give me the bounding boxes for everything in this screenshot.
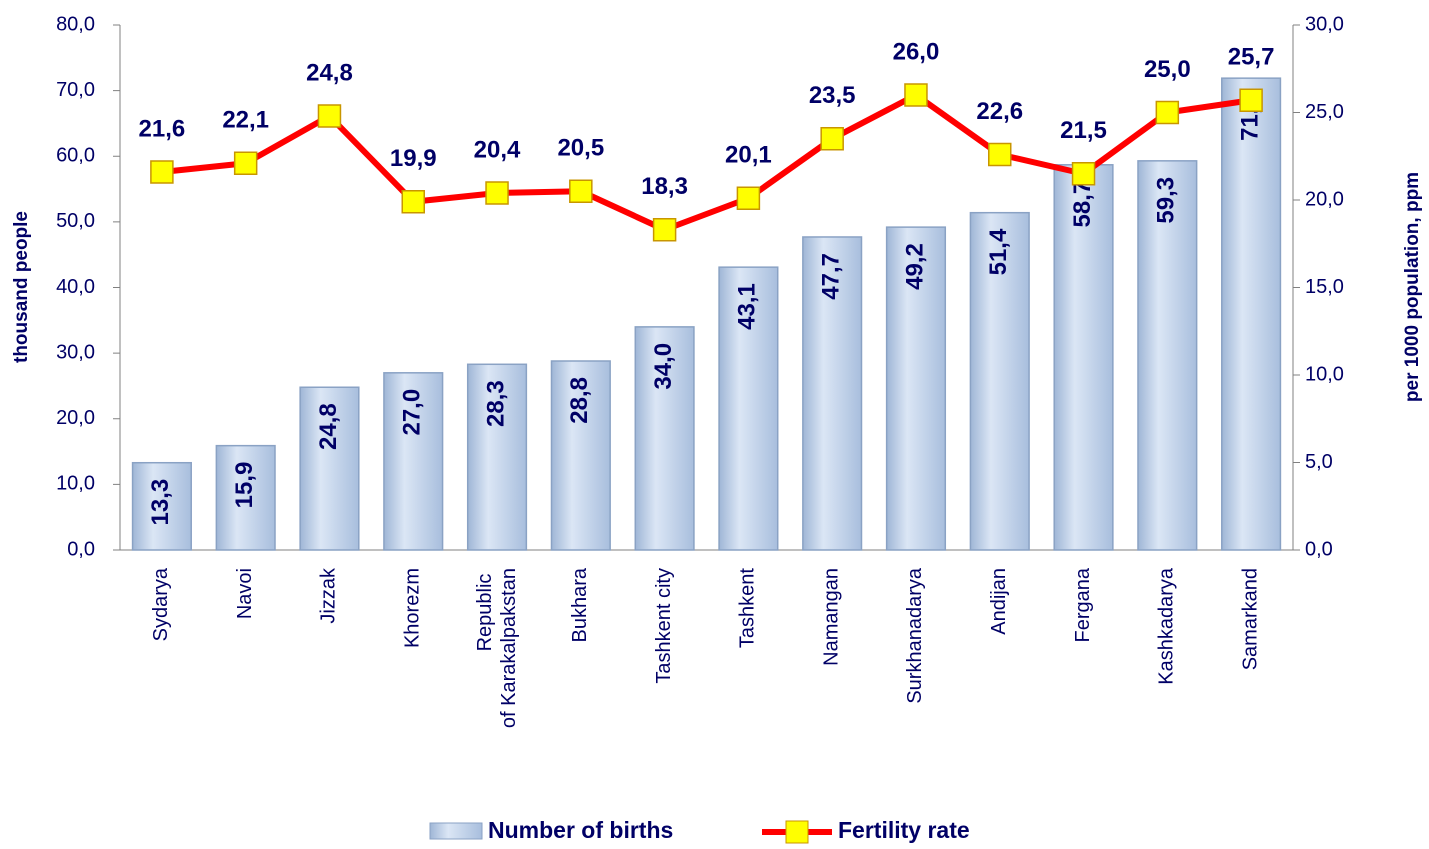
line	[161, 92, 1252, 233]
y-tick-label: 10,0	[56, 473, 95, 495]
x-tick-label: Namangan	[820, 568, 842, 666]
y2-tick-label: 0,0	[1305, 538, 1333, 560]
bar-value-label: 47,7	[818, 253, 845, 300]
marker	[988, 142, 1012, 167]
line-value-label: 22,1	[222, 107, 269, 134]
bar-value-label: 43,1	[734, 283, 761, 330]
marker	[904, 83, 928, 107]
x-tick-label: Andijan	[988, 568, 1010, 635]
marker	[736, 186, 761, 210]
bar	[383, 372, 444, 551]
x-tick-label: Khorezm	[402, 568, 424, 648]
y-tick-label: 70,0	[56, 79, 95, 101]
legend-label: Fertility rate	[838, 817, 970, 843]
y-tick-label: 60,0	[56, 145, 95, 167]
x-tick-label: Jizzak	[318, 567, 340, 624]
bar-value-label: 58,7	[1069, 181, 1096, 228]
y2-tick-label: 25,0	[1305, 101, 1344, 123]
bar	[634, 326, 695, 551]
x-tick-label: Republic of Karakalpakstan	[474, 568, 520, 728]
marker	[1239, 88, 1263, 112]
y-tick-label: 0,0	[67, 538, 95, 560]
bar	[969, 211, 1030, 551]
bar-value-label: 15,9	[231, 462, 258, 509]
y2-tick-label: 15,0	[1305, 276, 1344, 298]
bar	[466, 363, 528, 551]
bar-value-label: 51,4	[985, 228, 1012, 275]
y-tick-label: 30,0	[56, 341, 95, 363]
line-value-label: 21,6	[139, 115, 186, 142]
legend-label: Number of births	[488, 817, 673, 843]
y-tick-label: 80,0	[56, 13, 95, 35]
marker	[233, 151, 258, 175]
bar	[299, 386, 360, 551]
y-tick-label: 20,0	[56, 407, 95, 429]
line-value-label: 20,1	[725, 142, 772, 169]
marker	[317, 104, 342, 128]
bar	[131, 461, 192, 551]
y2-tick-label: 5,0	[1305, 451, 1333, 473]
marker	[569, 179, 593, 203]
bar	[215, 444, 276, 551]
line-value-label: 25,0	[1144, 56, 1191, 83]
bar	[718, 266, 779, 551]
y2-axis-title: per 1000 population, ppm	[1402, 172, 1423, 402]
y2-tick-label: 30,0	[1305, 13, 1344, 35]
x-tick-label: Samarkand	[1239, 568, 1261, 670]
y-tick-label: 40,0	[56, 276, 95, 298]
y2-tick-label: 20,0	[1305, 188, 1344, 210]
x-tick-label: Bukhara	[569, 567, 591, 642]
line-value-label: 19,9	[390, 145, 437, 172]
bar-value-label: 13,3	[147, 479, 174, 526]
bar-value-label: 28,8	[566, 377, 593, 424]
bar	[802, 236, 863, 551]
marker	[485, 181, 509, 205]
y-axis-title: thousand people	[11, 211, 32, 363]
bar-value-label: 34,0	[650, 343, 677, 390]
bar-value-label: 59,3	[1153, 177, 1180, 224]
legend-marker	[785, 820, 809, 844]
line-value-label: 20,4	[474, 136, 521, 163]
marker	[1155, 100, 1180, 125]
y2-tick-label: 10,0	[1305, 363, 1344, 385]
x-tick-label: Surkhanadarya	[904, 567, 926, 704]
bar	[1137, 160, 1198, 551]
marker	[401, 190, 425, 214]
x-tick-label: Fergana	[1072, 567, 1094, 642]
line-value-label: 26,0	[893, 38, 940, 65]
bar-value-label: 24,8	[315, 403, 342, 450]
legend-swatch	[429, 822, 483, 840]
y-tick-label: 50,0	[56, 210, 95, 232]
x-tick-label: Navoi	[234, 568, 256, 619]
line-value-label: 23,5	[809, 82, 856, 109]
line-value-label: 25,7	[1228, 44, 1275, 71]
bar-value-label: 27,0	[399, 389, 426, 436]
line-value-label: 22,6	[976, 98, 1023, 125]
x-tick-label: Sydarya	[150, 567, 172, 641]
x-tick-label: Tashkent	[737, 568, 759, 648]
line-value-label: 20,5	[557, 135, 604, 162]
bar-value-label: 28,3	[482, 380, 509, 427]
line-value-label: 18,3	[641, 173, 688, 200]
line-value-label: 21,5	[1060, 117, 1107, 144]
bar	[550, 360, 611, 551]
marker	[652, 218, 677, 242]
x-tick-label: Kashkadarya	[1156, 567, 1178, 685]
marker	[820, 127, 844, 151]
marker	[150, 160, 174, 184]
x-tick-label: Tashkent city	[653, 568, 675, 684]
bar	[1221, 77, 1282, 551]
bar	[885, 226, 947, 551]
bar-value-label: 49,2	[901, 243, 928, 290]
line-value-label: 24,8	[306, 59, 353, 86]
bar	[1053, 164, 1114, 551]
marker	[1071, 162, 1096, 186]
